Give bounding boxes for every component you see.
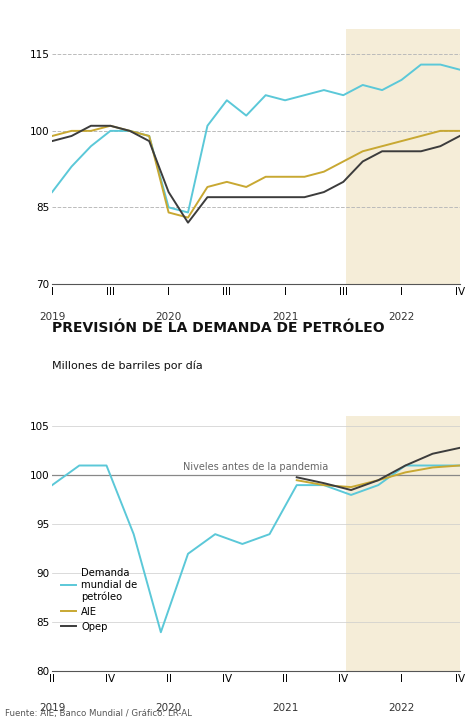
Text: 2021: 2021 — [272, 312, 298, 322]
Bar — [346, 417, 460, 671]
Text: 2022: 2022 — [388, 312, 415, 322]
Text: 2020: 2020 — [155, 703, 182, 713]
Bar — [346, 29, 460, 284]
Text: 2021: 2021 — [272, 703, 298, 713]
Text: Fuente: AIE, Banco Mundial / Gráfico: LR-AL: Fuente: AIE, Banco Mundial / Gráfico: LR… — [5, 710, 191, 718]
Text: 2022: 2022 — [388, 703, 415, 713]
Text: 2020: 2020 — [155, 312, 182, 322]
Text: Millones de barriles por día: Millones de barriles por día — [52, 360, 203, 370]
Text: 2019: 2019 — [39, 312, 65, 322]
Legend: Demanda
mundial de
petróleo, AIE, Opep: Demanda mundial de petróleo, AIE, Opep — [57, 564, 141, 636]
Text: Niveles antes de la pandemia: Niveles antes de la pandemia — [183, 462, 328, 472]
Text: PREVISIÓN DE LA DEMANDA DE PETRÓLEO: PREVISIÓN DE LA DEMANDA DE PETRÓLEO — [52, 321, 385, 335]
Text: 2019: 2019 — [39, 703, 65, 713]
